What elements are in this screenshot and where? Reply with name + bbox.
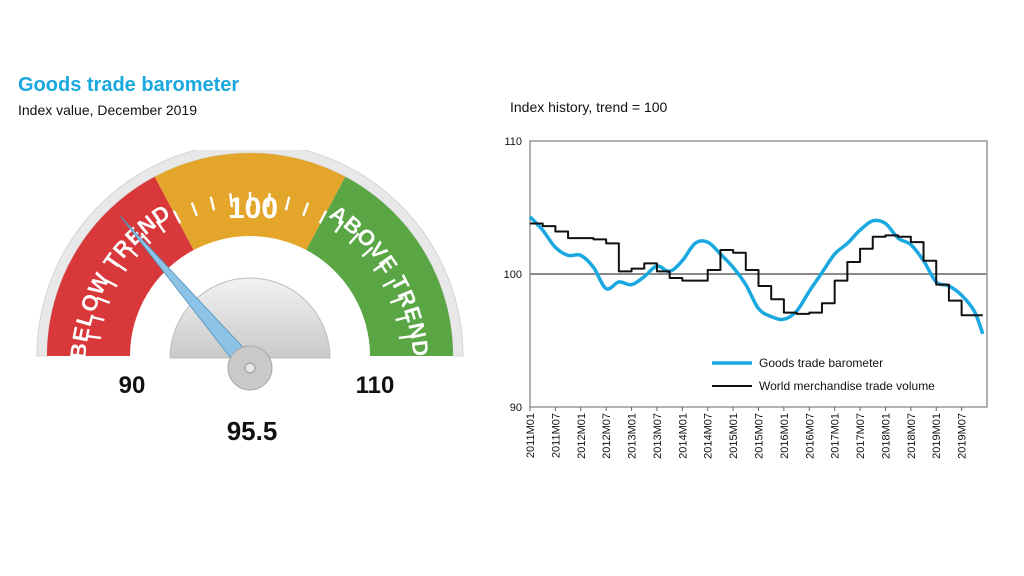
x-tick-label: 2013M01 bbox=[627, 413, 639, 459]
gauge-tick bbox=[302, 202, 310, 217]
gauge-tick bbox=[104, 278, 118, 288]
chart-title: Index history, trend = 100 bbox=[510, 99, 668, 115]
gauge-title: Goods trade barometer bbox=[18, 74, 240, 96]
gauge-tick bbox=[140, 232, 152, 245]
gauge-tick bbox=[284, 196, 291, 211]
gauge-tick bbox=[348, 232, 360, 245]
gauge-ticks bbox=[87, 192, 413, 340]
gauge-max-label: 110 bbox=[356, 372, 395, 399]
gauge-tick bbox=[87, 335, 102, 340]
gauge-value-label: 95.5 bbox=[227, 416, 278, 446]
gauge-hub-plate bbox=[169, 277, 331, 359]
x-tick-label: 2014M07 bbox=[703, 413, 715, 459]
gauge-tick bbox=[361, 246, 374, 258]
gauge-tick bbox=[382, 278, 396, 288]
gauge-tick bbox=[395, 315, 410, 322]
gauge-tick bbox=[209, 196, 216, 211]
gauge-tick bbox=[318, 210, 328, 224]
gauge-tick bbox=[229, 193, 234, 208]
gauge-tick bbox=[334, 220, 345, 234]
gauge-tick bbox=[90, 315, 105, 322]
x-tick-label: 2019M07 bbox=[957, 413, 969, 459]
gauge-tick bbox=[389, 296, 404, 304]
x-tick-label: 2015M01 bbox=[728, 413, 740, 459]
y-tick-label: 100 bbox=[504, 269, 522, 281]
gauge-tick bbox=[155, 220, 166, 234]
index-history-chart: 90 100 110 2011M01 2011M07 2012M01 2012M07 201… bbox=[504, 136, 988, 459]
x-tick-label: 2012M07 bbox=[601, 413, 613, 459]
gauge-tick bbox=[266, 193, 271, 208]
series-goods-trade-barometer bbox=[528, 215, 985, 335]
gauge-tick bbox=[96, 296, 111, 304]
gauge-tick bbox=[190, 202, 198, 217]
x-tick-label: 2012M01 bbox=[576, 413, 588, 459]
gauge-subtitle: Index value, December 2019 bbox=[18, 102, 197, 118]
x-tick-label: 2019M01 bbox=[931, 413, 943, 459]
y-tick-label: 90 bbox=[510, 402, 522, 414]
x-tick-label: 2013M07 bbox=[652, 413, 664, 459]
x-tick-label: 2015M07 bbox=[754, 413, 766, 459]
x-tick-label: 2011M01 bbox=[525, 413, 537, 458]
gauge-tick bbox=[172, 210, 182, 224]
gauge: BELOW TREND ABOVE TREND 100 90 110 95.5 bbox=[36, 150, 464, 446]
gauge-tick bbox=[126, 246, 139, 258]
x-tick-label: 2014M01 bbox=[677, 413, 689, 459]
gauge-hub-center bbox=[244, 362, 256, 374]
gauge-mid-label: 100 bbox=[228, 192, 278, 225]
legend-label-trade-volume: World merchandise trade volume bbox=[759, 379, 935, 393]
y-tick-label: 110 bbox=[504, 136, 522, 148]
x-tick-label: 2018M07 bbox=[906, 413, 918, 459]
x-tick-label: 2017M01 bbox=[830, 413, 842, 459]
x-tick-label: 2011M07 bbox=[550, 413, 562, 458]
gauge-tick bbox=[114, 261, 128, 272]
legend-label-barometer: Goods trade barometer bbox=[759, 356, 883, 370]
series-world-merchandise-trade-volume bbox=[530, 222, 983, 317]
gauge-tick bbox=[372, 261, 386, 272]
x-tick-label: 2018M01 bbox=[880, 413, 892, 459]
x-tick-label: 2016M07 bbox=[804, 413, 816, 459]
gauge-tick bbox=[398, 335, 413, 340]
x-tick-label: 2016M01 bbox=[779, 413, 791, 459]
gauge-min-label: 90 bbox=[119, 372, 146, 399]
x-tick-label: 2017M07 bbox=[855, 413, 867, 459]
